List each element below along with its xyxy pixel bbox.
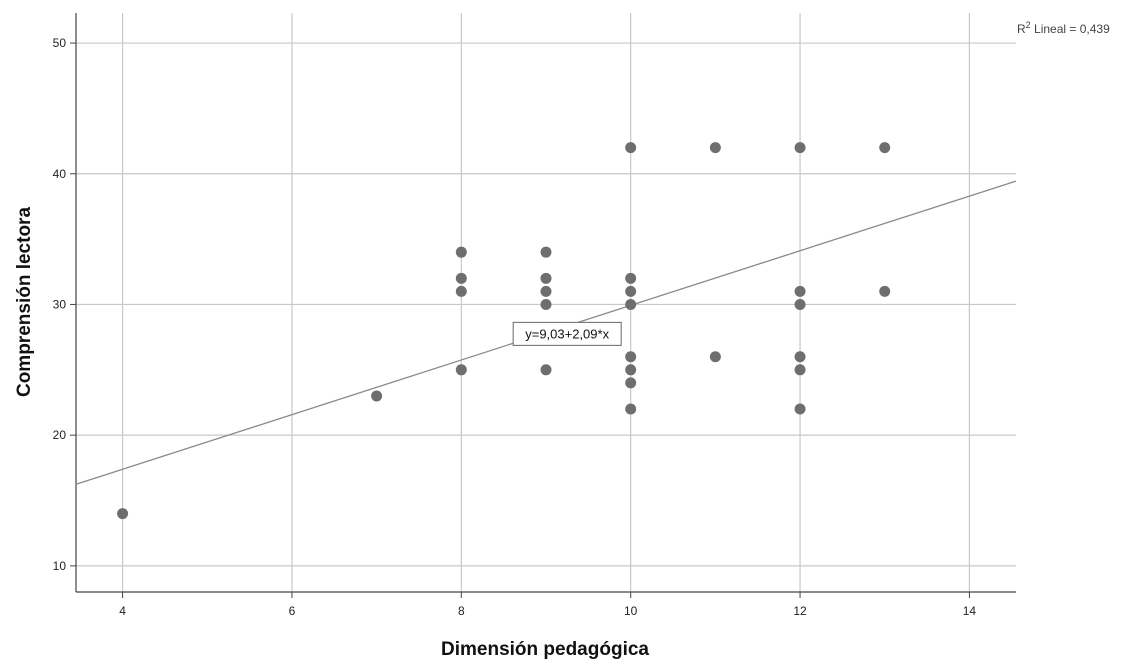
- equation-annotation: y=9,03+2,09*x: [512, 321, 622, 346]
- y-tick-label: 10: [53, 559, 67, 573]
- data-point: [709, 142, 721, 154]
- data-point: [625, 364, 637, 376]
- data-point: [879, 285, 891, 297]
- equation-label: y=9,03+2,09*x: [525, 326, 609, 341]
- data-point: [117, 508, 129, 520]
- x-tick-label: 10: [624, 604, 638, 618]
- data-point: [371, 390, 383, 402]
- r-squared-sup: 2: [1026, 20, 1031, 30]
- x-tick-label: 8: [458, 604, 465, 618]
- data-points: [117, 142, 891, 520]
- data-point: [625, 142, 637, 154]
- data-point: [625, 403, 637, 415]
- x-axis-title: Dimensión pedagógica: [441, 639, 649, 660]
- x-tick-label: 6: [289, 604, 296, 618]
- data-point: [540, 298, 552, 310]
- data-point: [455, 246, 467, 258]
- x-tick-label: 12: [793, 604, 807, 618]
- y-axis-title: Comprensión lectora: [14, 207, 35, 397]
- data-point: [625, 377, 637, 389]
- data-point: [625, 298, 637, 310]
- data-point: [540, 364, 552, 376]
- data-point: [625, 285, 637, 297]
- r-squared-r: R: [1017, 22, 1026, 36]
- data-point: [794, 298, 806, 310]
- data-point: [794, 285, 806, 297]
- data-point: [455, 364, 467, 376]
- data-point: [794, 403, 806, 415]
- axes: [70, 13, 1016, 598]
- data-point: [625, 272, 637, 284]
- y-tick-label: 40: [53, 167, 67, 181]
- data-point: [794, 364, 806, 376]
- data-point: [540, 285, 552, 297]
- y-tick-label: 30: [53, 297, 67, 311]
- data-point: [794, 142, 806, 154]
- r-squared-value: Lineal = 0,439: [1031, 22, 1110, 36]
- data-point: [709, 351, 721, 363]
- data-point: [540, 272, 552, 284]
- data-point: [794, 351, 806, 363]
- x-tick-label: 14: [963, 604, 977, 618]
- r-squared-label: R2 Lineal = 0,439: [1017, 20, 1110, 36]
- data-point: [455, 272, 467, 284]
- x-tick-label: 4: [119, 604, 126, 618]
- data-point: [625, 351, 637, 363]
- data-point: [455, 285, 467, 297]
- tick-labels: 4 6 8 10 12 14 10 20 30 40 50: [53, 36, 977, 618]
- equation-box: [512, 321, 622, 346]
- y-tick-label: 20: [53, 428, 67, 442]
- y-tick-label: 50: [53, 36, 67, 50]
- data-point: [540, 246, 552, 258]
- data-point: [879, 142, 891, 154]
